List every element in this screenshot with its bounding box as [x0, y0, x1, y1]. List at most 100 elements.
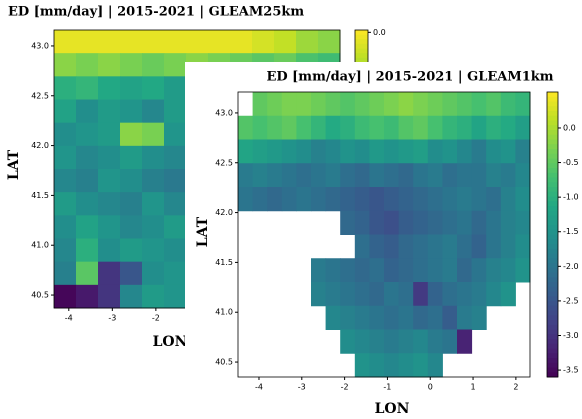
cell [398, 258, 414, 283]
cell [120, 53, 143, 77]
cell [267, 187, 283, 212]
cell [296, 30, 319, 54]
chart-title: ED [mm/day] | 2015-2021 | GLEAM25km [8, 5, 304, 20]
colorbar-step [547, 348, 558, 354]
cell [340, 258, 356, 283]
cell [76, 30, 99, 54]
colorbar-step [547, 220, 558, 226]
cell [427, 163, 443, 188]
cell [442, 258, 458, 283]
cell [398, 139, 414, 164]
cell [142, 215, 165, 239]
colorbar-step [355, 43, 368, 50]
cell [457, 282, 473, 307]
colorbar-step [547, 339, 558, 345]
cell [252, 115, 268, 140]
colorbar-step [547, 296, 558, 302]
cell [442, 210, 458, 235]
cell [413, 210, 429, 235]
cell [442, 163, 458, 188]
x-tick-label: -1 [383, 383, 391, 392]
cell [471, 234, 487, 259]
cell [398, 353, 414, 378]
cell [98, 30, 121, 54]
colorbar-step [547, 277, 558, 283]
cell [120, 76, 143, 100]
cell [230, 30, 253, 54]
cell [354, 210, 370, 235]
colorbar-step [547, 320, 558, 326]
colorbar-step [547, 158, 558, 164]
cell [515, 187, 531, 212]
cell [311, 187, 327, 212]
colorbar-step [547, 163, 558, 169]
cell [486, 234, 502, 259]
colorbar-step [355, 57, 368, 63]
cell [98, 99, 121, 124]
cell [340, 92, 356, 117]
cell [164, 122, 187, 147]
colorbar-step [547, 305, 558, 311]
cell [76, 122, 99, 147]
cell [515, 115, 531, 140]
cell [267, 115, 283, 140]
y-tick-label: 41.0 [215, 308, 233, 317]
colorbar-step [547, 229, 558, 235]
cell [471, 187, 487, 212]
colorbar-step [547, 187, 558, 193]
colorbar-step [547, 286, 558, 292]
cell [98, 284, 121, 309]
cell [54, 192, 77, 216]
cell [340, 139, 356, 164]
colorbar-tick-label: -1.0 [563, 193, 579, 202]
cell [54, 261, 77, 286]
colorbar-step [547, 96, 558, 102]
colorbar-step [547, 92, 558, 98]
cell [398, 305, 414, 330]
cell [76, 261, 99, 286]
cell [500, 210, 516, 235]
cell [471, 139, 487, 164]
cell [120, 261, 143, 286]
cell [486, 92, 502, 117]
cell [413, 115, 429, 140]
colorbar-step [547, 215, 558, 221]
cell [98, 238, 121, 263]
y-tick-label: 41.5 [31, 191, 49, 200]
cell [384, 139, 400, 164]
cell [267, 163, 283, 188]
cell [442, 92, 458, 117]
cell [164, 99, 187, 124]
cell [296, 187, 312, 212]
cell [427, 115, 443, 140]
colorbar-step [547, 272, 558, 278]
cell [457, 115, 473, 140]
cell [311, 163, 327, 188]
cell [471, 305, 487, 330]
cell [442, 234, 458, 259]
cell [442, 187, 458, 212]
colorbar-step [547, 310, 558, 316]
colorbar-tick-label: -3.0 [563, 331, 579, 340]
cell [413, 234, 429, 259]
cell [98, 261, 121, 286]
cell [398, 234, 414, 259]
colorbar-step [547, 177, 558, 183]
cell [325, 115, 341, 140]
cell [54, 284, 77, 309]
cell [354, 234, 370, 259]
cell [369, 187, 385, 212]
colorbar-step [547, 329, 558, 335]
x-tick-label: -3 [298, 383, 306, 392]
x-axis-label: LON [153, 334, 188, 350]
colorbar-step [547, 263, 558, 269]
colorbar-step [547, 206, 558, 212]
cell [296, 115, 312, 140]
cell [486, 139, 502, 164]
cell [76, 169, 99, 193]
cell [457, 305, 473, 330]
cell [120, 30, 143, 54]
cell [457, 258, 473, 283]
colorbar-step [547, 353, 558, 359]
